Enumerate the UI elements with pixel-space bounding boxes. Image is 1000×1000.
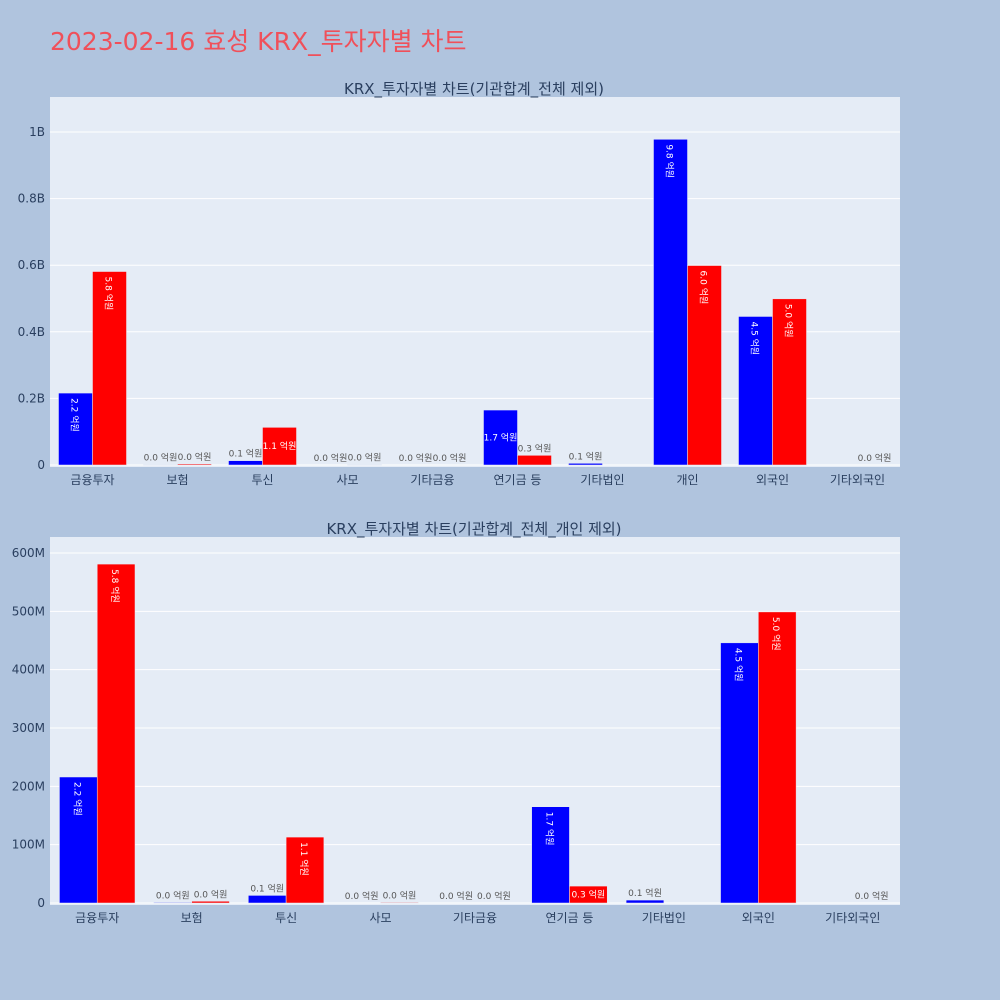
bar-value-label: 0.0 억원 xyxy=(144,452,178,464)
bar-value-label: 0.1 억원 xyxy=(569,450,603,462)
bar-value-label: 0.0 억원 xyxy=(477,890,511,902)
y-tick-label: 300M xyxy=(12,721,45,735)
x-tick-label: 기타금융 xyxy=(453,911,497,925)
x-tick-label: 기타법인 xyxy=(580,473,624,487)
y-tick-label: 400M xyxy=(12,663,45,677)
bar-value-label: 4.5 억원 xyxy=(749,321,761,355)
x-tick-label: 기타외국인 xyxy=(830,473,885,487)
y-tick-label: 0.2B xyxy=(18,391,45,405)
bar-value-label: 0.0 억원 xyxy=(855,890,889,902)
bar-value-label: 0.0 억원 xyxy=(439,890,473,902)
bar-value-label: 0.1 억원 xyxy=(229,448,263,460)
bar-value-label: 5.8 억원 xyxy=(103,277,115,311)
buy-bar-2[interactable] xyxy=(248,895,287,904)
bar-value-label: 5.0 억원 xyxy=(783,304,795,338)
y-tick-label: 100M xyxy=(12,838,45,852)
bar-value-label: 0.1 억원 xyxy=(628,887,662,899)
x-tick-label: 기타금융 xyxy=(410,473,454,487)
y-tick-label: 1B xyxy=(29,125,45,139)
bar-value-label: 0.1 억원 xyxy=(250,882,284,894)
sell-bar-0[interactable] xyxy=(92,271,127,466)
x-tick-label: 사모 xyxy=(336,473,358,487)
buy-bar-5[interactable] xyxy=(483,409,518,466)
x-tick-label: 금융투자 xyxy=(70,473,114,487)
y-tick-label: 0 xyxy=(37,458,45,472)
bar-value-label: 0.0 억원 xyxy=(433,452,467,464)
buy-bar-2[interactable] xyxy=(228,460,263,466)
x-tick-label: 기타법인 xyxy=(642,911,686,925)
x-tick-label: 외국인 xyxy=(756,473,789,487)
x-tick-label: 투신 xyxy=(251,473,273,487)
buy-bar-7[interactable] xyxy=(653,139,688,466)
bar-value-label: 0.0 억원 xyxy=(156,889,190,901)
buy-bar-7[interactable] xyxy=(720,642,759,904)
x-tick-label: 금융투자 xyxy=(75,911,119,925)
buy-bar-8[interactable] xyxy=(738,316,773,466)
bar-value-label: 0.0 억원 xyxy=(194,888,228,900)
bar-value-label: 4.5 억원 xyxy=(732,648,744,682)
bar-value-label: 1.7 억원 xyxy=(544,812,556,846)
bar-value-label: 1.1 억원 xyxy=(263,440,297,452)
bar-value-label: 0.0 억원 xyxy=(314,452,348,464)
sell-bar-1[interactable] xyxy=(191,901,230,904)
sell-bar-7[interactable] xyxy=(687,265,722,466)
buy-bar-6[interactable] xyxy=(568,463,603,466)
bar-value-label: 0.0 억원 xyxy=(345,890,379,902)
chart-institution-excluded: KRX_투자자별 차트(기관합계_전체 제외) 0 0.2B 0.4B 0.6B 0.8B… xyxy=(18,80,900,487)
x-tick-label: 연기금 등 xyxy=(494,473,542,487)
x-tick-label: 투신 xyxy=(275,911,297,925)
buy-bar-1[interactable] xyxy=(153,902,192,904)
bar-value-label: 9.8 억원 xyxy=(664,144,676,178)
sell-bar-5[interactable] xyxy=(517,455,552,466)
y-tick-label: 0.6B xyxy=(18,258,45,272)
bar-value-label: 0.0 억원 xyxy=(178,451,212,463)
x-tick-label: 사모 xyxy=(370,911,392,925)
bar-value-label: 1.1 억원 xyxy=(298,842,310,876)
bar-value-label: 2.2 억원 xyxy=(71,782,83,816)
x-tick-label: 개인 xyxy=(676,473,698,487)
chart-title: KRX_투자자별 차트(기관합계_전체_개인 제외) xyxy=(326,520,621,539)
sell-bar-8[interactable] xyxy=(772,298,807,466)
bar-value-label: 0.0 억원 xyxy=(383,889,417,901)
page-title: 2023-02-16 효성 KRX_투자자별 차트 xyxy=(50,27,467,56)
sell-bar-7[interactable] xyxy=(758,611,797,904)
sell-bar-0[interactable] xyxy=(96,563,136,904)
y-tick-label: 0 xyxy=(37,896,45,910)
bar-value-label: 5.0 억원 xyxy=(770,617,782,651)
sell-bar-2[interactable] xyxy=(262,427,297,466)
y-tick-label: 500M xyxy=(12,604,45,618)
x-tick-label: 연기금 등 xyxy=(545,911,593,925)
chart-title: KRX_투자자별 차트(기관합계_전체 제외) xyxy=(344,80,604,99)
x-tick-label: 기타외국인 xyxy=(825,911,880,925)
bar-value-label: 0.0 억원 xyxy=(858,452,892,464)
x-tick-label: 보험 xyxy=(181,911,203,925)
y-tick-label: 200M xyxy=(12,779,45,793)
buy-bar-5[interactable] xyxy=(531,806,570,904)
bar-value-label: 2.2 억원 xyxy=(69,398,81,432)
y-tick-label: 600M xyxy=(12,546,45,560)
bar-value-label: 5.8 억원 xyxy=(109,569,121,603)
bar-value-label: 1.7 억원 xyxy=(484,432,518,444)
sell-bar-1[interactable] xyxy=(177,463,212,466)
y-tick-label: 0.8B xyxy=(18,192,45,206)
x-tick-label: 보험 xyxy=(166,473,188,487)
bar-value-label: 0.3 억원 xyxy=(571,889,605,901)
sell-bar-2[interactable] xyxy=(285,836,325,904)
sell-bar-5[interactable] xyxy=(569,885,608,904)
buy-bar-0[interactable] xyxy=(59,776,98,904)
buy-bar-6[interactable] xyxy=(625,899,665,904)
bar-value-label: 6.0 억원 xyxy=(698,271,710,305)
sell-bar-3[interactable] xyxy=(380,902,419,904)
bar-value-label: 0.0 억원 xyxy=(348,452,382,464)
y-tick-label: 0.4B xyxy=(18,325,45,339)
chart-institution-individual-excluded: KRX_투자자별 차트(기관합계_전체_개인 제외) 0 100M 200M 300M 4… xyxy=(12,520,900,925)
bar-value-label: 0.0 억원 xyxy=(399,452,433,464)
bar-value-label: 0.3 억원 xyxy=(518,442,552,454)
x-tick-label: 외국인 xyxy=(742,911,775,925)
